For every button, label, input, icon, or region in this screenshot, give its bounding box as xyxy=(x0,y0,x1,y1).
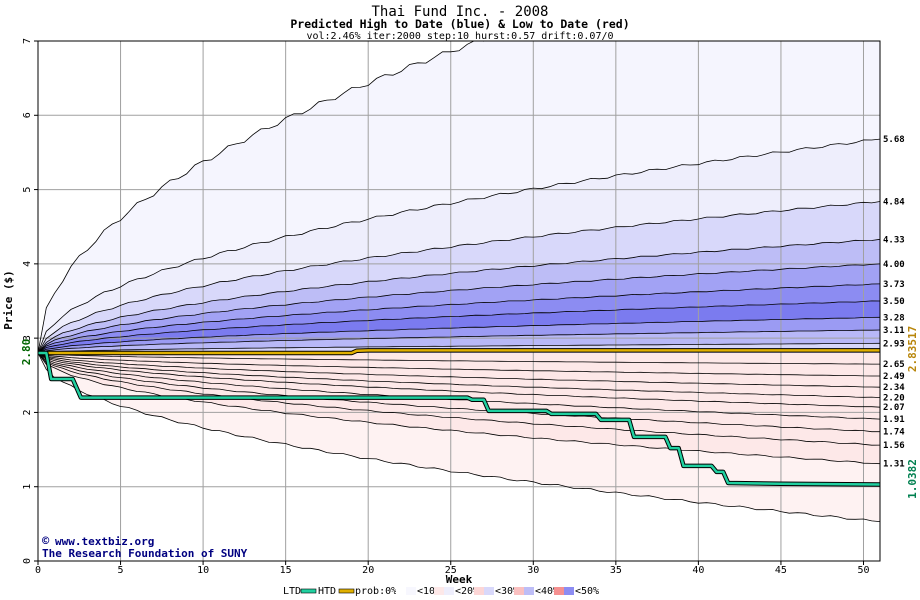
band-boundary xyxy=(38,352,880,398)
band-boundary xyxy=(38,201,880,354)
y-tick-label: 3 xyxy=(22,335,33,341)
legend-htd-swatch xyxy=(338,588,355,594)
x-tick-label: 40 xyxy=(692,565,704,576)
band-end-label: 3.28 xyxy=(883,313,905,323)
legend-swatch-blue xyxy=(564,587,574,595)
chart-title: Thai Fund Inc. - 2008 xyxy=(371,4,548,20)
band-boundary-lines xyxy=(38,41,880,522)
y-tick-label: 5 xyxy=(22,187,33,193)
band-end-label: 2.49 xyxy=(883,372,905,382)
band-boundary xyxy=(38,352,880,433)
band-end-label: 5.68 xyxy=(883,135,905,145)
x-tick-label: 15 xyxy=(280,565,292,576)
y-tick-label: 2 xyxy=(22,409,33,415)
ltd-last-value-label: 1.0382 xyxy=(906,459,919,499)
legend-ltd-label: LTD xyxy=(283,586,301,597)
band-end-label: 3.50 xyxy=(883,297,905,307)
y-tick-label: 1 xyxy=(22,484,33,490)
x-tick-label: 0 xyxy=(35,565,41,576)
band-boundary xyxy=(38,283,880,354)
legend-swatch-red xyxy=(434,587,444,595)
band-boundary xyxy=(38,316,880,354)
band-end-label: 4.33 xyxy=(883,235,905,245)
band-boundary xyxy=(38,138,880,354)
ltd-line xyxy=(38,351,881,486)
x-tick-label: 5 xyxy=(118,565,124,576)
band-boundary xyxy=(38,352,880,408)
x-axis-label: Week xyxy=(446,573,473,586)
band-end-label: 2.93 xyxy=(883,339,905,349)
legend-prob-bucket: <20% xyxy=(455,586,479,597)
x-tick-label: 30 xyxy=(527,565,539,576)
legend-prob-bucket: <40% xyxy=(535,586,559,597)
band-end-label: 2.07 xyxy=(883,403,905,413)
band-boundary xyxy=(38,300,880,354)
legend-swatch-red xyxy=(554,587,564,595)
band-end-labels: 5.68 4.84 4.33 4.00 3.73 3.50 3.28 3.11 2.93 2.65… xyxy=(883,135,905,470)
band-boundary xyxy=(38,352,880,420)
band-boundary xyxy=(38,238,880,354)
plot-border xyxy=(37,40,881,562)
legend-prob-bucket: <10% xyxy=(417,586,441,597)
y-tick-label: 7 xyxy=(22,38,33,44)
y-tick-label: 4 xyxy=(22,261,33,267)
x-tick-label: 50 xyxy=(857,565,869,576)
x-tick-label: 25 xyxy=(445,565,457,576)
copyright-symbol: © xyxy=(42,534,50,548)
y-axis-label: Price ($) xyxy=(2,270,15,330)
legend-swatch-blue xyxy=(484,587,494,595)
band-end-label: 4.84 xyxy=(883,197,905,207)
band-boundary xyxy=(38,352,880,365)
y-tick-label: 0 xyxy=(22,558,33,564)
band-end-label: 1.91 xyxy=(883,415,905,425)
htd-line xyxy=(38,349,880,355)
band-end-label: 3.11 xyxy=(883,326,905,336)
legend-htd-label: HTD xyxy=(318,586,336,597)
legend-swatch-red xyxy=(514,587,524,595)
htd-last-value-label: 2.83517 xyxy=(906,326,919,372)
band-end-label: 1.31 xyxy=(883,460,905,470)
series-lines xyxy=(38,348,881,487)
x-tick-label: 45 xyxy=(775,565,787,576)
band-boundary xyxy=(38,342,880,354)
legend-prob-label: prob:0% xyxy=(355,586,397,597)
band-boundary xyxy=(38,41,486,354)
x-tick-label: 20 xyxy=(362,565,374,576)
band-boundary xyxy=(38,352,880,377)
legend-prob-bucket: <30% xyxy=(495,586,519,597)
x-tick-label: 10 xyxy=(197,565,209,576)
start-price-label: 2.80 xyxy=(20,339,33,366)
band-end-label: 1.74 xyxy=(883,428,905,438)
legend-swatch-blue xyxy=(406,587,416,595)
plot-frame xyxy=(37,40,881,562)
band-end-label: 2.34 xyxy=(883,383,905,393)
band-end-label: 3.73 xyxy=(883,280,905,290)
chart-subtitle: Predicted High to Date (blue) & Low to D… xyxy=(290,17,629,31)
band-boundary xyxy=(38,352,880,522)
band-boundary xyxy=(38,352,880,388)
band-boundary xyxy=(38,263,880,354)
credit-organization: The Research Foundation of SUNY xyxy=(42,547,248,560)
probability-bands xyxy=(38,41,880,561)
legend-swatch-red xyxy=(396,587,406,595)
legend-swatch-red xyxy=(474,587,484,595)
legend-ltd-swatch xyxy=(300,588,317,594)
legend-prob-bucket: <50% xyxy=(575,586,599,597)
band-end-label: 2.20 xyxy=(883,394,905,404)
legend-swatch-blue xyxy=(524,587,534,595)
legend-swatch-blue xyxy=(444,587,454,595)
chart-params: vol:2.46% iter:2000 step:10 hurst:0.57 d… xyxy=(306,31,613,42)
x-tick-label: 35 xyxy=(610,565,622,576)
band-boundary xyxy=(38,329,880,354)
band-end-label: 1.56 xyxy=(883,441,905,451)
band-boundary xyxy=(38,352,880,446)
y-tick-label: 6 xyxy=(22,112,33,118)
legend: LTD HTD prob:0% <10% <20% <30% <40% <50% xyxy=(283,586,599,597)
band-end-label: 2.65 xyxy=(883,360,905,370)
credit-website: www.textbiz.org xyxy=(55,535,154,548)
band-end-label: 4.00 xyxy=(883,260,905,270)
